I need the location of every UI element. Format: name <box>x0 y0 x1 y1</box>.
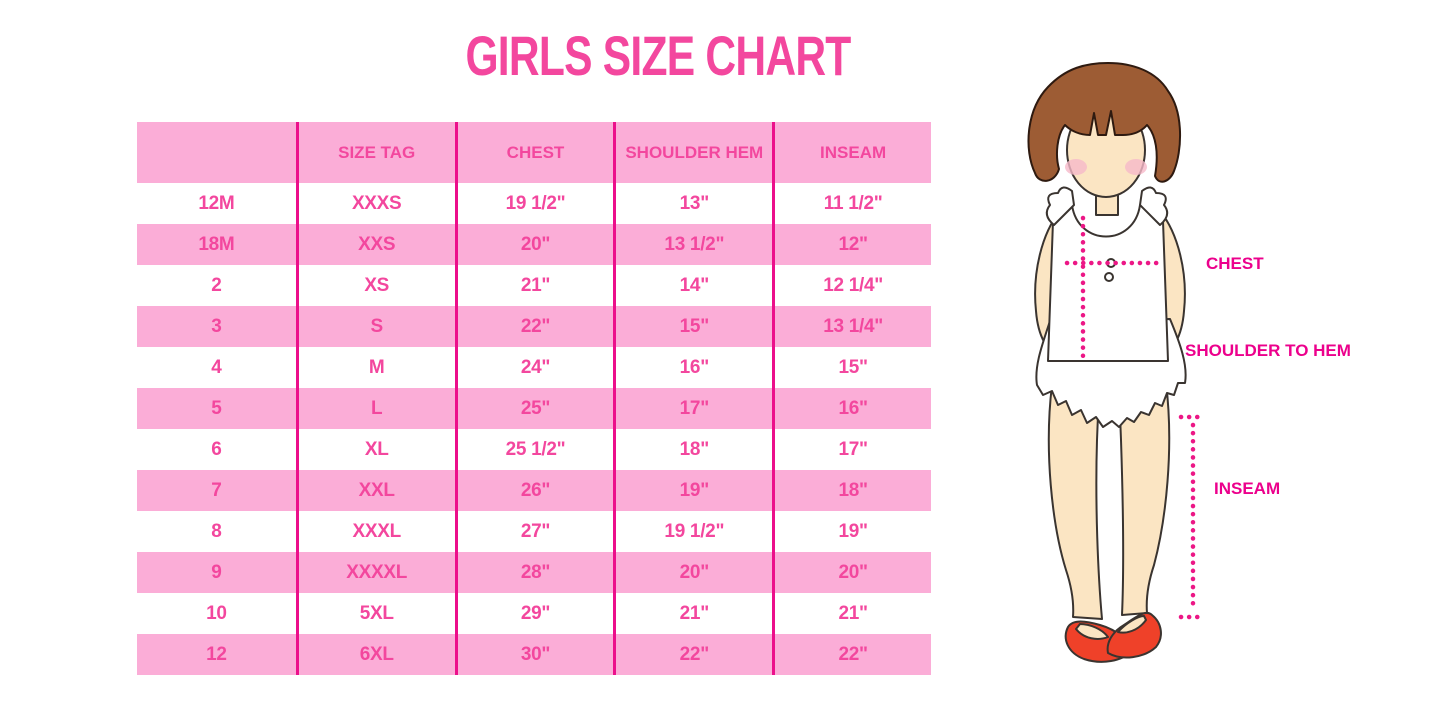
table-cell: XXXXL <box>295 552 455 593</box>
table-header-row: SIZE TAG CHEST SHOULDER HEM INSEAM <box>137 122 931 183</box>
table-cell: 26" <box>454 470 614 511</box>
table-cell: XXXS <box>295 183 455 224</box>
page-title: GIRLS SIZE CHART <box>465 24 851 87</box>
table-cell: 18M <box>198 233 235 255</box>
table-row: 8 XXXL 27" 19 1/2" 19" <box>137 511 931 552</box>
table-header-cell: SIZE TAG <box>295 122 455 183</box>
girl-top-button <box>1104 272 1114 282</box>
table-cell: 5XL <box>295 593 455 634</box>
table-cell: 17" <box>772 429 931 470</box>
table-cell: 15" <box>772 347 931 388</box>
table-cell: 5 <box>211 397 222 419</box>
girl-shoe-right-opening <box>1117 615 1147 634</box>
table-row: 12M XXXS 19 1/2" 13" 11 1/2" <box>137 183 931 224</box>
table-cell: 3 <box>211 315 222 337</box>
table-cell: S <box>295 306 455 347</box>
girl-hair <box>1027 62 1181 183</box>
table-cell: 20" <box>613 552 772 593</box>
table-row: 12 6XL 30" 22" 22" <box>137 634 931 675</box>
table-cell: 29" <box>454 593 614 634</box>
table-cell: 21" <box>772 593 931 634</box>
table-cell: 22" <box>613 634 772 675</box>
table-cell: 12M <box>198 192 235 214</box>
table-row: 3 S 22" 15" 13 1/4" <box>137 306 931 347</box>
table-cell: 7 <box>211 479 222 501</box>
table-cell: 13 1/2" <box>613 224 772 265</box>
girl-illustration <box>1027 62 1208 663</box>
table-cell: XXXL <box>295 511 455 552</box>
table-cell: 28" <box>454 552 614 593</box>
table-cell: 19" <box>772 511 931 552</box>
table-cell: 22" <box>772 634 931 675</box>
table-cell: 21" <box>613 593 772 634</box>
girl-shoe-left-opening <box>1075 623 1109 640</box>
table-cell: 12" <box>772 224 931 265</box>
table-cell: 18" <box>613 429 772 470</box>
table-cell: 18" <box>772 470 931 511</box>
table-cell: 25 1/2" <box>454 429 614 470</box>
table-cell: 20" <box>772 552 931 593</box>
table-row: 18M XXS 20" 13 1/2" 12" <box>137 224 931 265</box>
table-cell: L <box>295 388 455 429</box>
table-cell: 10 <box>206 602 227 624</box>
girl-blush-right <box>1125 159 1147 175</box>
table-cell: 16" <box>772 388 931 429</box>
table-cell: 14" <box>613 265 772 306</box>
shoulder-to-hem-label: SHOULDER TO HEM <box>1185 341 1351 360</box>
table-cell: XS <box>295 265 455 306</box>
table-cell: 19 1/2" <box>613 511 772 552</box>
table-cell: 20" <box>454 224 614 265</box>
table-row: 7 XXL 26" 19" 18" <box>137 470 931 511</box>
table-cell: M <box>295 347 455 388</box>
table-row: 6 XL 25 1/2" 18" 17" <box>137 429 931 470</box>
size-table-body: 12M XXXS 19 1/2" 13" 11 1/2" 18M XXS 20" 13 1/2"… <box>137 183 931 675</box>
girl-leg-left <box>1047 384 1103 620</box>
inseam-label: INSEAM <box>1214 479 1281 498</box>
table-cell: 16" <box>613 347 772 388</box>
girl-shoulder-ruffle-left <box>1045 186 1075 226</box>
table-cell: 15" <box>613 306 772 347</box>
table-cell: XXS <box>295 224 455 265</box>
table-row: 10 5XL 29" 21" 21" <box>137 593 931 634</box>
table-header-cell: CHEST <box>454 122 614 183</box>
girl-top <box>1047 204 1169 362</box>
table-header-cell <box>137 122 296 183</box>
table-cell: 13 1/4" <box>772 306 931 347</box>
table-cell: XL <box>295 429 455 470</box>
girl-leg-right <box>1118 382 1171 616</box>
table-cell: 6 <box>211 438 222 460</box>
table-cell: 27" <box>454 511 614 552</box>
table-cell: 24" <box>454 347 614 388</box>
table-cell: 6XL <box>295 634 455 675</box>
table-cell: 11 1/2" <box>772 183 931 224</box>
table-cell: 2 <box>211 274 222 296</box>
table-cell: 9 <box>211 561 222 583</box>
table-cell: 8 <box>211 520 222 542</box>
girl-shoulder-ruffle-right <box>1139 186 1169 226</box>
table-cell: 22" <box>454 306 614 347</box>
table-header-cell: SHOULDER HEM <box>613 122 772 183</box>
table-row: 4 M 24" 16" 15" <box>137 347 931 388</box>
table-cell: 12 <box>206 643 227 665</box>
table-cell: 12 1/4" <box>772 265 931 306</box>
table-cell: 21" <box>454 265 614 306</box>
table-cell: 4 <box>211 356 222 378</box>
table-cell: 13" <box>613 183 772 224</box>
table-cell: XXL <box>295 470 455 511</box>
table-cell: 17" <box>613 388 772 429</box>
table-row: 2 XS 21" 14" 12 1/4" <box>137 265 931 306</box>
size-table: SIZE TAG CHEST SHOULDER HEM INSEAM 12M XX… <box>137 122 931 675</box>
table-cell: 30" <box>454 634 614 675</box>
table-row: 5 L 25" 17" 16" <box>137 388 931 429</box>
table-header-cell: INSEAM <box>772 122 931 183</box>
table-cell: 19" <box>613 470 772 511</box>
girl-blush-left <box>1065 159 1087 175</box>
table-cell: 19 1/2" <box>454 183 614 224</box>
table-cell: 25" <box>454 388 614 429</box>
chest-label: CHEST <box>1206 254 1264 273</box>
table-row: 9 XXXXL 28" 20" 20" <box>137 552 931 593</box>
